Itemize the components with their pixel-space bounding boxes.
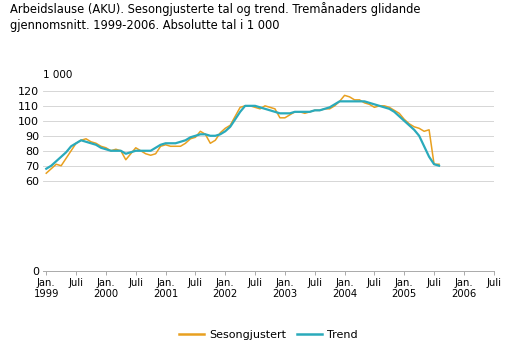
Text: Arbeidslause (AKU). Sesongjusterte tal og trend. Tremånaders glidande
gjennomsni: Arbeidslause (AKU). Sesongjusterte tal o… xyxy=(10,2,420,32)
Text: 1 000: 1 000 xyxy=(43,70,73,80)
Legend: Sesongjustert, Trend: Sesongjustert, Trend xyxy=(175,325,362,344)
